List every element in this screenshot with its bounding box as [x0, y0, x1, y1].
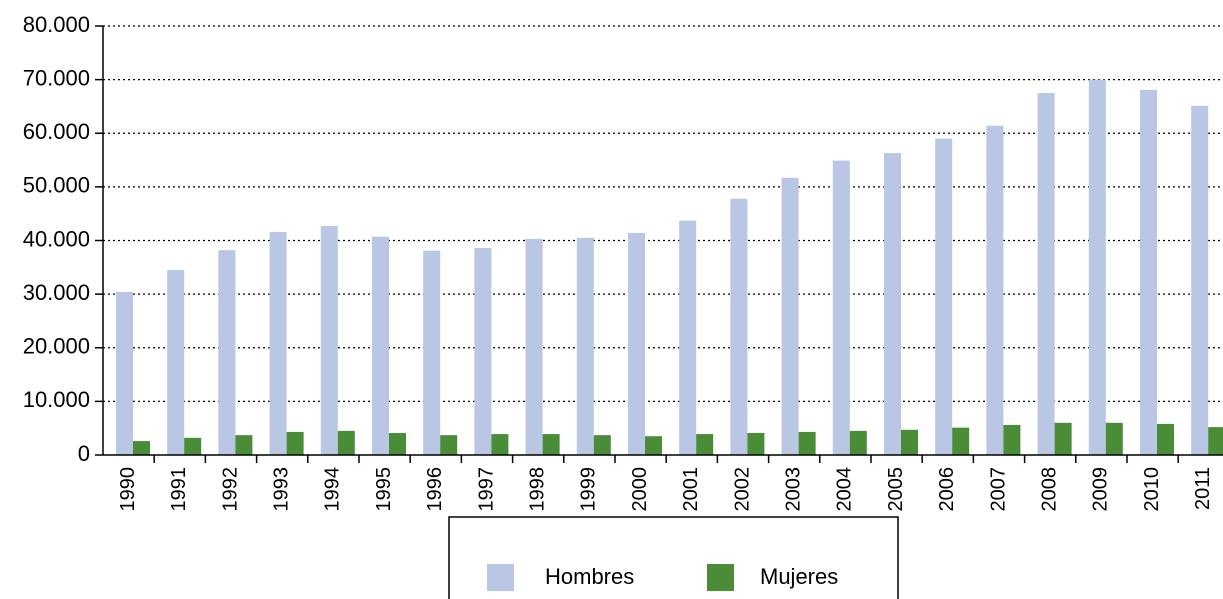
bar: [730, 198, 748, 456]
bar: [1105, 422, 1123, 455]
legend-swatch: [487, 564, 514, 591]
bar: [1208, 427, 1223, 455]
x-tick-label: 1997: [475, 467, 497, 512]
bar: [747, 433, 765, 455]
bar: [269, 231, 287, 455]
bar: [474, 248, 492, 455]
bar: [525, 238, 543, 455]
x-tick-label: 2005: [885, 467, 907, 512]
x-tick-label: 2006: [936, 467, 958, 512]
bar: [781, 177, 799, 456]
bar: [542, 434, 560, 455]
bar: [576, 237, 594, 455]
bar: [628, 232, 645, 455]
bar: [337, 430, 355, 455]
y-tick-label: 30.000: [23, 280, 90, 305]
bar: [218, 250, 236, 455]
bar: [491, 434, 509, 455]
x-tick-label: 1996: [424, 467, 446, 512]
x-tick-label: 1990: [117, 467, 139, 512]
bar: [849, 430, 867, 455]
y-tick-label: 50.000: [23, 173, 90, 198]
bar: [1037, 93, 1055, 455]
bar: [696, 434, 714, 455]
bar: [372, 236, 389, 455]
x-tick-label: 1994: [322, 467, 344, 512]
bar: [320, 226, 338, 455]
x-tick-label: 2011: [1192, 467, 1214, 510]
x-tick-label: 2004: [834, 467, 856, 512]
bar: [1088, 79, 1106, 455]
y-tick-label: 70.000: [23, 65, 90, 90]
legend-label: Mujeres: [760, 564, 838, 589]
bar: [832, 160, 850, 455]
bar: [440, 435, 458, 455]
bar: [798, 431, 816, 455]
bar: [423, 250, 441, 455]
bar: [986, 125, 1004, 456]
bar: [167, 269, 185, 455]
y-tick-label: 10.000: [23, 387, 90, 412]
bar: [901, 429, 918, 455]
x-tick-label: 2007: [987, 467, 1009, 512]
x-tick-label: 2003: [782, 467, 804, 512]
bar: [645, 436, 662, 455]
legend-swatch: [707, 564, 734, 591]
x-tick-label: 2009: [1090, 467, 1112, 512]
bar: [116, 291, 133, 455]
y-tick-label: 0: [78, 441, 90, 466]
legend-box: [448, 516, 899, 599]
bar: [935, 138, 953, 456]
x-tick-label: 2008: [1038, 467, 1060, 512]
x-tick-label: 2002: [731, 467, 753, 512]
bar: [1054, 422, 1072, 455]
bar: [1157, 423, 1174, 455]
y-tick-label: 60.000: [23, 119, 90, 144]
x-tick-label: 1992: [219, 467, 241, 512]
bar: [389, 433, 406, 455]
bar: [952, 427, 970, 455]
x-tick-label: 1999: [578, 467, 600, 512]
x-tick-label: 1995: [373, 467, 395, 512]
bar: [1003, 424, 1021, 455]
bar: [593, 435, 611, 455]
bar: [286, 431, 304, 455]
bar: [1191, 105, 1209, 456]
x-tick-label: 1993: [270, 467, 292, 512]
bar: [133, 441, 150, 455]
x-tick-label: 2001: [680, 467, 702, 512]
bar: [1140, 89, 1157, 455]
bar: [235, 435, 253, 455]
y-tick-label: 20.000: [23, 334, 90, 359]
y-tick-label: 80.000: [23, 12, 90, 37]
legend-label: Hombres: [545, 564, 634, 589]
x-tick-label: 1998: [526, 467, 548, 512]
x-tick-label: 2010: [1141, 467, 1163, 512]
y-tick-label: 40.000: [23, 226, 90, 251]
bar: [184, 437, 202, 455]
bar: [679, 220, 697, 455]
x-tick-label: 2000: [629, 467, 651, 512]
x-tick-label: 1991: [168, 467, 190, 512]
bar: [884, 153, 901, 455]
